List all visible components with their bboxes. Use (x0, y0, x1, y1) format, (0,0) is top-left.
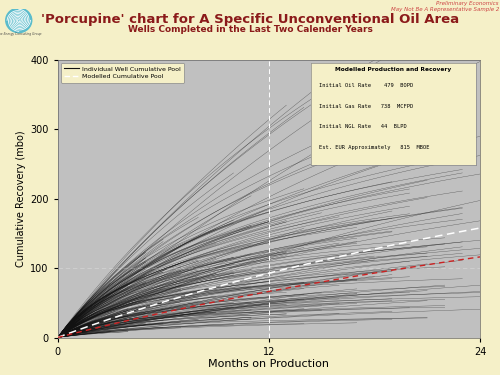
Text: The Energy Consulting Group: The Energy Consulting Group (0, 32, 41, 36)
Y-axis label: Cumulative Recovery (mbo): Cumulative Recovery (mbo) (16, 130, 26, 267)
Legend: Individual Well Cumulative Pool, Modelled Cumulative Pool: Individual Well Cumulative Pool, Modelle… (60, 63, 184, 82)
Text: Wells Completed in the Last Two Calender Years: Wells Completed in the Last Two Calender… (128, 26, 372, 34)
Circle shape (6, 8, 32, 33)
X-axis label: Months on Production: Months on Production (208, 359, 329, 369)
Text: May Not Be A Representative Sample 2: May Not Be A Representative Sample 2 (390, 8, 499, 12)
Text: 'Porcupine' chart for A Specific Unconventional Oil Area: 'Porcupine' chart for A Specific Unconve… (41, 13, 459, 26)
Text: Preliminary Economics: Preliminary Economics (436, 1, 499, 6)
